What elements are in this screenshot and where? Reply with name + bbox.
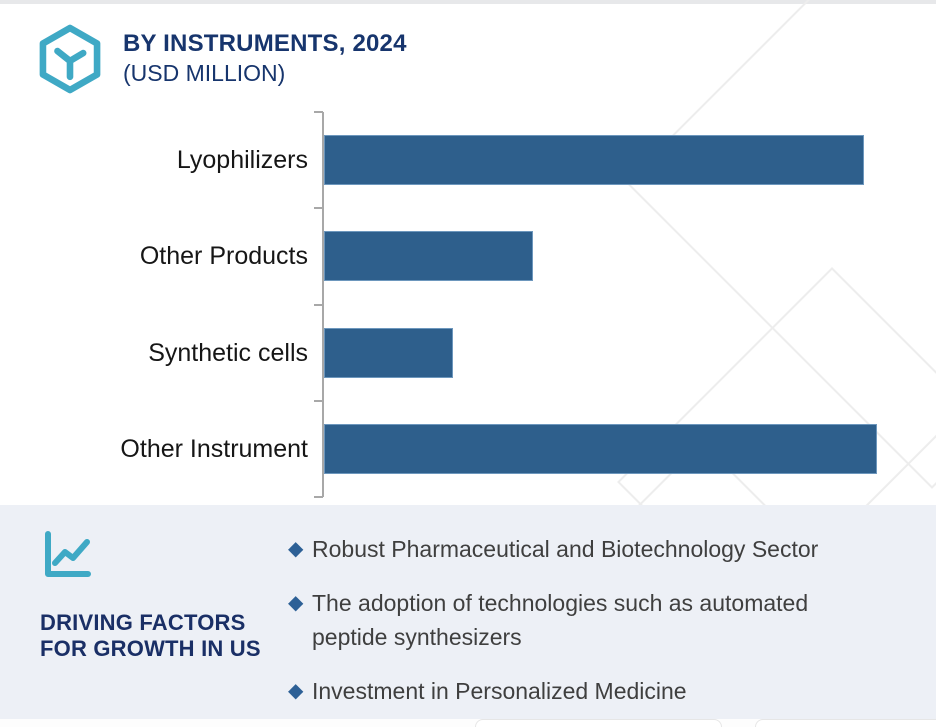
- line-chart-icon: [38, 527, 94, 583]
- driving-factors-list: ◆Robust Pharmaceutical and Biotechnology…: [288, 532, 908, 727]
- axis-tick: [314, 400, 323, 402]
- diamond-bullet-icon: ◆: [288, 532, 312, 566]
- diamond-bullet-icon: ◆: [288, 674, 312, 708]
- diamond-bullet-icon: ◆: [288, 586, 312, 620]
- heading-line-2: FOR GROWTH IN US: [40, 636, 261, 662]
- category-label-synthetic-cells: Synthetic cells: [0, 341, 308, 366]
- bar-other-products: [324, 231, 533, 281]
- driving-factor-item: ◆Robust Pharmaceutical and Biotechnology…: [288, 532, 908, 566]
- axis-tick: [314, 207, 323, 209]
- hexagon-y-logo-icon: [37, 24, 103, 94]
- category-label-other-products: Other Products: [0, 244, 308, 269]
- top-divider-strip: [0, 0, 936, 4]
- infographic-root: BY INSTRUMENTS, 2024 (USD MILLION) Lyoph…: [0, 0, 936, 727]
- bar-lyophilizers: [324, 135, 864, 185]
- driving-factor-item: ◆Investment in Personalized Medicine: [288, 674, 908, 708]
- bar-other-instrument: [324, 424, 877, 474]
- category-label-other-instrument: Other Instrument: [0, 437, 308, 462]
- driving-factor-text: The adoption of technologies such as aut…: [312, 586, 808, 654]
- driving-factor-text: Investment in Personalized Medicine: [312, 674, 687, 708]
- bottom-card-edge: [475, 719, 722, 727]
- heading-line-1: DRIVING FACTORS: [40, 610, 261, 636]
- axis-tick: [314, 496, 323, 498]
- axis-tick: [314, 304, 323, 306]
- axis-tick: [314, 111, 323, 113]
- chart-units-label: (USD MILLION): [123, 60, 285, 87]
- category-label-lyophilizers: Lyophilizers: [0, 148, 308, 173]
- bar-synthetic-cells: [324, 328, 453, 378]
- bottom-card-edge: [755, 719, 936, 727]
- driving-factors-heading: DRIVING FACTORS FOR GROWTH IN US: [40, 610, 261, 662]
- driving-factor-text: Robust Pharmaceutical and Biotechnology …: [312, 532, 818, 566]
- driving-factor-item: ◆The adoption of technologies such as au…: [288, 586, 908, 654]
- chart-title: BY INSTRUMENTS, 2024: [123, 30, 407, 58]
